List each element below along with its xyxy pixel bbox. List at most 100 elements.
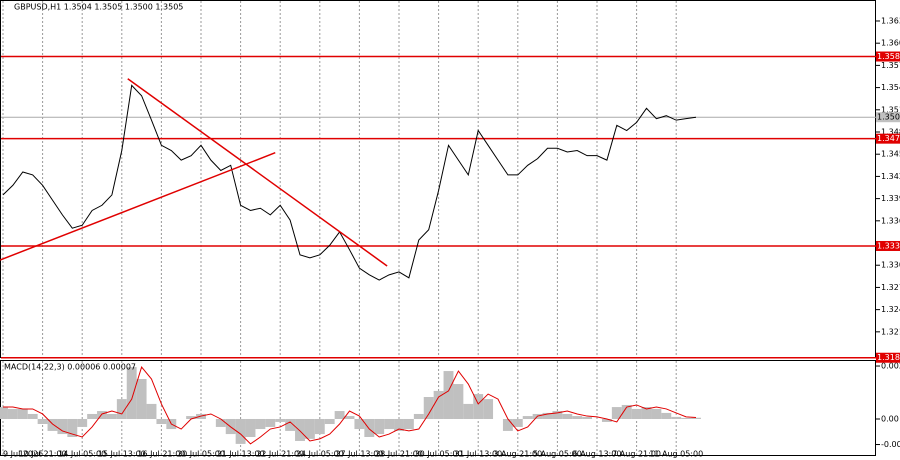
macd-bar (87, 413, 98, 419)
macd-bar (0, 407, 8, 419)
macd-bar (116, 399, 127, 419)
macd-bar (67, 418, 78, 437)
macd-bar (413, 413, 424, 419)
x-tick-label: 28 Jul 21:00 (375, 450, 423, 459)
macd-bar (245, 418, 256, 437)
y-tick-label: 1.3275 (881, 283, 900, 292)
macd-bar (344, 416, 355, 419)
macd-bar (433, 390, 444, 419)
y-tick-label: 0.00253 (881, 362, 900, 371)
macd-bar (681, 417, 692, 419)
macd-bar (671, 416, 682, 419)
macd-bar (295, 418, 305, 441)
y-tick-label: 1.3545 (881, 83, 900, 92)
macd-bar (215, 418, 226, 427)
x-tick-label: 30 Jul 05:00 (415, 450, 463, 459)
y-tick-label: 1.3575 (881, 61, 900, 70)
x-tick-label: 21 Jul 13:00 (217, 450, 265, 459)
x-tick-label: 16 Jul 21:00 (137, 450, 185, 459)
macd-bar (691, 417, 701, 419)
x-tick-label: 3 Aug 21:00 (493, 450, 542, 459)
macd-bar (364, 418, 375, 437)
macd-title: MACD(14,22,3) 0.00006 0.00007 (4, 363, 136, 372)
macd-bar (552, 411, 563, 419)
trend-line (127, 78, 388, 267)
macd-bar (453, 384, 464, 419)
macd-bar (542, 412, 553, 419)
x-tick-label: 22 Jul 21:00 (256, 450, 304, 459)
y-tick-label: 1.3215 (881, 327, 900, 336)
x-tick-label: 27 Jul 13:00 (335, 450, 383, 459)
x-tick-label: 5 Aug 05:00 (533, 450, 582, 459)
macd-bar (97, 411, 107, 419)
y-tick-label: 1.3365 (881, 216, 900, 225)
level-tag (876, 240, 900, 251)
macd-bar (621, 404, 632, 419)
x-tick-label: 6 Aug 13:00 (573, 450, 622, 459)
macd-bar (473, 394, 484, 419)
macd-bar (463, 403, 474, 419)
macd-bar (394, 418, 404, 431)
level-tag (876, 133, 900, 144)
macd-bar (423, 397, 434, 419)
level-tag (876, 352, 900, 363)
signal-line (3, 366, 697, 445)
macd-bar (582, 416, 593, 419)
level-label: 1.3587 (877, 52, 900, 61)
y-tick-label: 1.3515 (881, 105, 900, 114)
macd-bar (443, 371, 454, 419)
x-tick-label: 31 Jul 13:00 (454, 450, 502, 459)
x-tick-label: 11 Aug 05:00 (649, 450, 703, 459)
x-tick-label: 20 Jul 05:00 (177, 450, 225, 459)
level-tag (876, 51, 900, 62)
y-tick-label: 1.3605 (881, 39, 900, 48)
x-tick-label: 10 Jul 21:00 (19, 450, 67, 459)
macd-bar (136, 379, 147, 419)
y-tick-label: 1.3305 (881, 261, 900, 270)
macd-bar (156, 418, 167, 425)
y-tick-label: 1.3395 (881, 194, 900, 203)
macd-bar (255, 418, 266, 430)
x-tick-label: 7 Aug 21:00 (612, 450, 661, 459)
chart-title: GBPUSD,H1 1.3504 1.3505 1.3500 1.3505 (14, 3, 183, 12)
macd-bar (374, 418, 385, 435)
macd-bar (651, 408, 662, 419)
level-label: 1.3180 (877, 353, 900, 362)
macd-bar (572, 416, 583, 419)
x-tick-label: 24 Jul 05:00 (296, 450, 344, 459)
macd-bar (304, 418, 315, 439)
macd-bar (403, 418, 414, 430)
x-tick-label: 15 Jul 13:00 (98, 450, 146, 459)
macd-bar (661, 412, 672, 419)
level-label: 1.3476 (877, 134, 900, 143)
macd-bar (502, 418, 513, 431)
macd-bar (27, 413, 38, 419)
macd-bar (186, 416, 197, 419)
macd-bar (354, 418, 365, 430)
macd-bar (126, 367, 137, 419)
macd-bar (17, 408, 28, 419)
macd-bar (334, 411, 345, 419)
y-tick-label: 1.3485 (881, 128, 900, 137)
macd-bar (324, 418, 335, 425)
macd-bar (265, 418, 276, 427)
x-tick-label: 9 Jul 2026 (3, 450, 43, 459)
y-tick-label: 1.3455 (881, 150, 900, 159)
macd-bar (77, 418, 88, 427)
price-label: 1.3505 (877, 113, 900, 122)
macd-bar (47, 418, 58, 431)
macd-bar (285, 418, 296, 431)
macd-bar (601, 418, 612, 422)
macd-bar (7, 408, 18, 419)
price-panel (0, 0, 876, 358)
macd-bar (522, 416, 533, 419)
x-tick-label: 14 Jul 05:00 (58, 450, 106, 459)
trend-line (0, 152, 276, 261)
macd-bar (384, 418, 395, 430)
macd-bar (314, 418, 325, 435)
macd-bar (631, 408, 642, 419)
macd-bar (106, 413, 117, 419)
